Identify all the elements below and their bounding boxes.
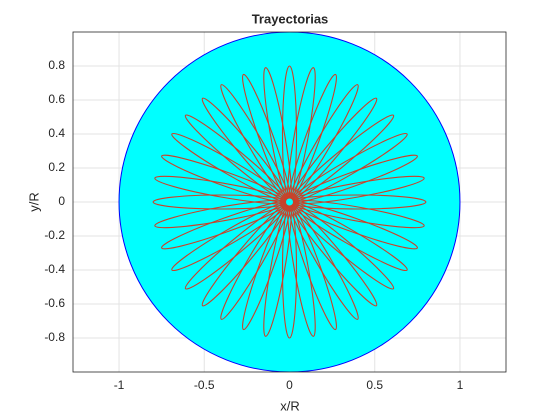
x-tick-label: 0.5 <box>366 378 383 392</box>
y-tick-label: 0.2 <box>48 160 65 174</box>
axes-box <box>72 31 507 373</box>
y-tick-label: 0 <box>58 194 65 208</box>
y-axis-label: y/R <box>26 192 41 212</box>
y-tick-label: -0.2 <box>44 228 65 242</box>
chart-title: Trayectorias <box>252 11 329 26</box>
x-axis-label: x/R <box>280 398 300 413</box>
y-tick-label: -0.8 <box>44 330 65 344</box>
x-tick-label: 0 <box>286 378 293 392</box>
x-tick-label: 1 <box>457 378 464 392</box>
x-tick-label: -1 <box>114 378 125 392</box>
y-tick-label: 0.6 <box>48 92 65 106</box>
y-tick-label: 0.8 <box>48 58 65 72</box>
x-tick-label: -0.5 <box>194 378 215 392</box>
plot-area <box>118 32 461 372</box>
y-tick-label: 0.4 <box>48 126 65 140</box>
y-tick-label: -0.4 <box>44 262 65 276</box>
center-marker <box>286 198 293 206</box>
y-tick-label: -0.6 <box>44 296 65 310</box>
